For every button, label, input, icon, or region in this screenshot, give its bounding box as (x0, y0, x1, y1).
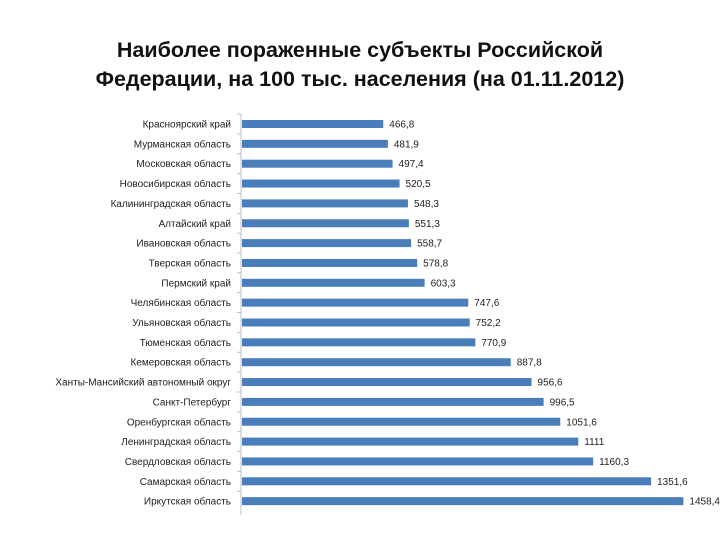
category-label: Ханты-Мансийский автономный округ (55, 378, 231, 389)
value-label: 887,8 (517, 358, 542, 369)
value-label: 548,3 (414, 199, 439, 210)
value-label: 466,8 (389, 120, 414, 131)
chart-title-line-1: Наиболее пораженные субъекты Российской (116, 38, 604, 62)
bar (242, 258, 418, 267)
bar (242, 437, 579, 446)
value-label: 747,6 (474, 298, 499, 309)
value-label: 558,7 (417, 239, 442, 250)
category-label: Оренбургская область (127, 416, 231, 428)
category-label: Санкт-Петербург (153, 396, 232, 408)
category-label: Тверская область (149, 257, 231, 269)
category-label: Алтайский край (158, 219, 231, 230)
category-label: Иркутская область (144, 496, 231, 508)
bar (242, 318, 470, 327)
value-label: 1351,6 (657, 477, 688, 488)
value-label: 578,8 (423, 258, 448, 269)
category-label: Челябинская область (131, 297, 231, 309)
bar (242, 457, 594, 466)
category-label: Ленинградская область (121, 436, 231, 448)
value-label: 551,3 (415, 219, 440, 230)
bar (242, 417, 561, 426)
bar (242, 239, 412, 248)
category-label: Тюменская область (140, 337, 231, 349)
bar (242, 139, 388, 148)
bar (242, 338, 476, 347)
value-label: 497,4 (399, 159, 424, 170)
category-label: Ульяновская область (132, 317, 231, 329)
category-label: Новосибирская область (120, 178, 231, 190)
bar (242, 397, 544, 406)
bar (242, 120, 384, 128)
value-label: 1458,4 (689, 497, 720, 508)
value-label: 752,2 (476, 318, 501, 329)
category-label: Московская область (136, 158, 231, 170)
category-label: Мурманская область (134, 138, 231, 150)
bar (242, 179, 400, 188)
category-label: Ивановская область (136, 238, 231, 250)
value-label: 1111 (584, 437, 604, 448)
bar (242, 298, 469, 307)
category-label: Калининградская область (111, 198, 231, 210)
chart-title: Наиболее пораженные субъекты Российской … (20, 36, 700, 94)
bar (242, 199, 408, 208)
value-label: 603,3 (431, 278, 456, 289)
value-label: 996,5 (550, 397, 575, 408)
chart-title-line-2: Федерации, на 100 тыс. населения (на 01.… (95, 67, 625, 91)
bar (242, 219, 409, 228)
value-label: 1160,3 (599, 457, 629, 468)
bar (242, 278, 425, 287)
bar (242, 477, 652, 486)
category-label: Самарская область (140, 476, 231, 488)
category-label: Красноярский край (143, 120, 231, 131)
bar (242, 378, 532, 387)
category-label: Кемеровская область (130, 357, 231, 369)
bar (242, 358, 511, 367)
value-label: 481,9 (394, 139, 419, 150)
value-label: 520,5 (406, 179, 431, 190)
value-label: 956,6 (538, 378, 563, 389)
value-label: 770,9 (481, 338, 506, 349)
category-label: Свердловская область (125, 456, 231, 468)
category-label: Пермский край (161, 278, 231, 289)
bar (242, 159, 393, 168)
bar (242, 497, 684, 506)
value-label: 1051,6 (566, 417, 597, 428)
